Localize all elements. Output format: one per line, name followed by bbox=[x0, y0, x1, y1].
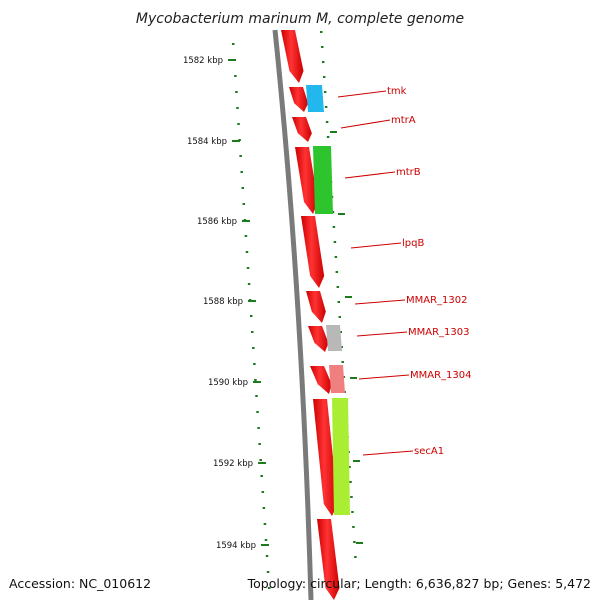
gene-block-seca1[interactable] bbox=[332, 398, 350, 515]
forward-gene-arrow[interactable] bbox=[313, 399, 338, 516]
genome-backbone-highlight bbox=[280, 29, 320, 600]
gene-leader-line bbox=[337, 90, 387, 98]
gene-block-mmar-1303[interactable] bbox=[326, 325, 342, 351]
gene-label-mtrb[interactable]: mtrB bbox=[396, 167, 421, 178]
ruler-tick-label: 1592 kbp bbox=[213, 459, 253, 469]
genome-summary-text: Topology: circular; Length: 6,636,827 bp… bbox=[247, 576, 591, 591]
gene-leader-line bbox=[354, 299, 406, 305]
gene-block-tmk[interactable] bbox=[306, 85, 324, 112]
forward-gene-arrow[interactable] bbox=[306, 291, 326, 323]
ruler-tick-label: 1586 kbp bbox=[197, 217, 237, 227]
ruler-tick-label: 1582 kbp bbox=[183, 56, 223, 66]
gene-leader-line bbox=[350, 242, 402, 249]
forward-gene-arrow[interactable] bbox=[308, 326, 329, 352]
gene-label-mmar-1304[interactable]: MMAR_1304 bbox=[410, 370, 472, 381]
forward-gene-arrow[interactable] bbox=[310, 366, 332, 394]
gene-label-mmar-1303[interactable]: MMAR_1303 bbox=[408, 327, 470, 338]
gene-leader-line bbox=[340, 119, 391, 129]
gene-label-tmk[interactable]: tmk bbox=[387, 86, 407, 97]
map-title: Mycobacterium marinum M, complete genome bbox=[136, 11, 464, 27]
ruler-tick-label: 1588 kbp bbox=[203, 297, 243, 307]
forward-gene-arrow[interactable] bbox=[295, 147, 319, 214]
gene-label-seca1[interactable]: secA1 bbox=[414, 446, 444, 457]
forward-gene-arrow[interactable] bbox=[317, 519, 340, 600]
gene-leader-line bbox=[362, 450, 414, 456]
forward-gene-arrow[interactable] bbox=[292, 117, 312, 142]
accession-text: Accession: NC_010612 bbox=[9, 576, 152, 591]
genome-backbone bbox=[272, 29, 314, 600]
ruler-tick-label: 1584 kbp bbox=[187, 137, 227, 147]
gene-label-mmar-1302[interactable]: MMAR_1302 bbox=[406, 295, 468, 306]
gene-leader-line bbox=[356, 331, 408, 337]
forward-gene-arrow[interactable] bbox=[301, 216, 325, 288]
gene-leader-line bbox=[344, 171, 396, 179]
gene-labels: tmk mtrA mtrB lpqB MMAR_1302 MMAR_1303 MMAR_13… bbox=[337, 86, 472, 457]
forward-gene-arrow[interactable] bbox=[281, 30, 304, 83]
gene-label-mtra[interactable]: mtrA bbox=[391, 115, 416, 126]
gene-leader-line bbox=[358, 374, 410, 380]
ruler-tick-label: 1590 kbp bbox=[208, 378, 248, 388]
gene-label-lpqb[interactable]: lpqB bbox=[402, 238, 424, 249]
gene-block-mtrb[interactable] bbox=[313, 146, 333, 214]
forward-gene-arrow[interactable] bbox=[289, 87, 309, 112]
gene-block-mmar-1304[interactable] bbox=[329, 365, 345, 393]
ruler-tick-label: 1594 kbp bbox=[216, 541, 256, 551]
features-track bbox=[281, 30, 350, 600]
